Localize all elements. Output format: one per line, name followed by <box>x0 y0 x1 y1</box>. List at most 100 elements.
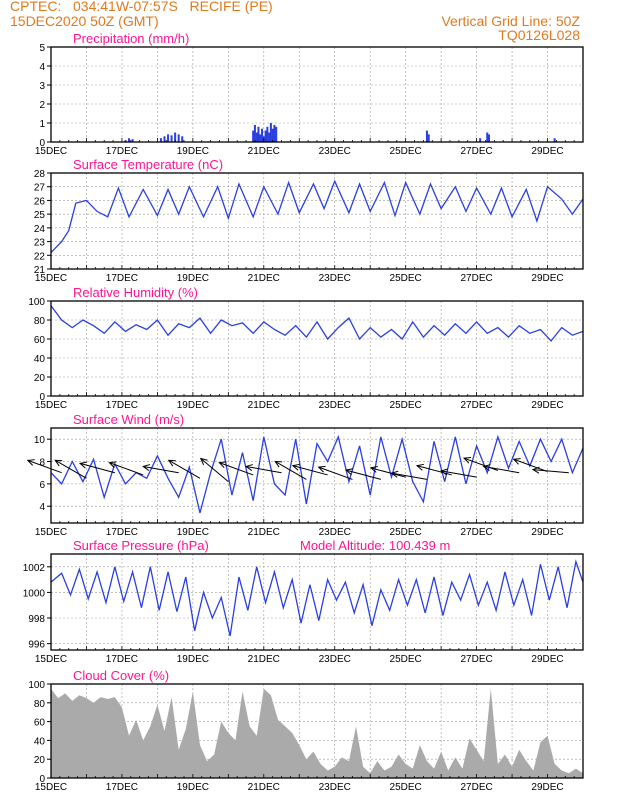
wind-arrow-head <box>369 466 378 473</box>
y-tick-label: 0 <box>39 774 45 785</box>
wind-vector <box>369 466 406 478</box>
panel-frame <box>50 427 584 524</box>
x-tick-label: 25DEC <box>390 527 422 538</box>
x-tick-label: 25DEC <box>390 273 422 284</box>
x-tick-label: 25DEC <box>390 400 422 411</box>
precip-bar <box>177 134 180 142</box>
x-tick-label: 17DEC <box>106 273 138 284</box>
wind-arrow-head <box>26 459 35 466</box>
rh-series-line <box>50 305 584 342</box>
wind-vector <box>512 458 548 473</box>
x-tick-label: 29DEC <box>531 400 563 411</box>
precip-bar <box>163 136 166 142</box>
x-tick-label: 15DEC <box>35 654 67 665</box>
x-tick-label: 27DEC <box>460 400 492 411</box>
y-tick-label: 3 <box>39 81 45 92</box>
precip-bar <box>425 130 428 142</box>
y-tick-label: 24 <box>34 224 46 235</box>
wind-vector <box>244 464 282 474</box>
precip-bar <box>167 134 170 142</box>
precip-bar <box>255 132 258 142</box>
wind-arrow-shaft <box>318 466 353 480</box>
wind-arrow-head <box>218 461 227 468</box>
x-tick-label: 15DEC <box>35 400 67 411</box>
wind-arrow-head <box>317 465 326 473</box>
wind-vector <box>108 461 144 476</box>
x-tick-label: 21DEC <box>248 527 280 538</box>
wind-vector <box>142 464 179 474</box>
x-tick-label: 29DEC <box>531 782 563 793</box>
x-tick-label: 21DEC <box>248 400 280 411</box>
y-tick-label: 1000 <box>23 588 46 599</box>
chart-wind: 4 6 8 10 15DEC 17DEC 19DEC 21DEC 23DEC 25DEC 27DEC… <box>26 412 584 538</box>
wind-vector <box>317 465 353 480</box>
wind-arrow-shaft <box>416 465 452 476</box>
x-tick-label: 19DEC <box>177 400 209 411</box>
y-tick-label: 25 <box>34 210 46 221</box>
wind-vector <box>78 461 115 474</box>
x-tick-label: 21DEC <box>248 273 280 284</box>
panel-frame <box>50 172 584 270</box>
x-tick-label: 19DEC <box>177 146 209 157</box>
x-tick-label: 17DEC <box>106 654 138 665</box>
header-model-id: TQ0126L028 <box>498 27 580 43</box>
wind-arrow-head <box>199 457 208 466</box>
wind-arrow-head <box>415 463 424 471</box>
x-tick-label: 27DEC <box>460 527 492 538</box>
wind-arrow-shaft <box>143 465 179 474</box>
y-tick-label: 60 <box>34 718 46 729</box>
wind-arrow-head <box>462 456 472 464</box>
x-tick-label: 17DEC <box>106 527 138 538</box>
x-tick-label: 29DEC <box>531 146 563 157</box>
x-tick-label: 23DEC <box>319 527 351 538</box>
x-tick-label: 23DEC <box>319 782 351 793</box>
y-tick-label: 2 <box>39 100 45 111</box>
x-tick-label: 27DEC <box>460 654 492 665</box>
precip-bar <box>269 123 272 142</box>
precip-bar <box>170 135 173 142</box>
x-tick-label: 15DEC <box>35 527 67 538</box>
wind-arrow-head <box>440 468 449 476</box>
precip-bar <box>259 134 262 142</box>
wind-arrow-shaft <box>513 458 548 473</box>
y-tick-label: 8 <box>39 458 45 469</box>
precip-title: Precipitation (mm/h) <box>73 31 189 46</box>
y-tick-label: 27 <box>34 183 46 194</box>
x-tick-label: 15DEC <box>35 146 67 157</box>
y-tick-label: 996 <box>28 640 45 651</box>
wind-arrow-shaft <box>441 470 477 478</box>
chart-rh: 0 20 40 60 80 100 15DEC 17DEC 19DEC 21DEC 23DEC 25D… <box>28 285 584 411</box>
precip-bar <box>181 136 184 142</box>
y-tick-label: 23 <box>34 238 46 249</box>
panel-frame <box>50 46 584 143</box>
wind-vector <box>344 468 381 480</box>
x-tick-label: 17DEC <box>106 782 138 793</box>
y-tick-label: 0 <box>39 138 45 149</box>
precip-bar <box>174 132 177 142</box>
wind-arrow-shaft <box>274 460 307 480</box>
chart-precip: 0 1 2 3 4 5 15DEC 17DEC 19DEC 21DEC 23DEC 25DEC 27DE… <box>35 31 584 157</box>
y-tick-label: 28 <box>34 169 46 180</box>
precip-bar <box>252 130 255 142</box>
x-tick-label: 29DEC <box>531 273 563 284</box>
precip-bar <box>261 128 264 142</box>
wind-arrow-head <box>108 461 117 468</box>
wind-arrow-shaft <box>463 457 499 471</box>
wind-arrow-shaft <box>219 462 254 476</box>
wind-vector <box>531 466 569 474</box>
precip-bar <box>124 140 127 142</box>
wind-vector <box>415 463 452 476</box>
press-series-line <box>50 559 584 637</box>
wind-arrow-shaft <box>391 472 428 480</box>
precip-bar <box>266 126 269 142</box>
y-tick-label: 998 <box>28 614 45 625</box>
model-altitude-label: Model Altitude: 100.439 m <box>300 538 450 553</box>
x-tick-label: 19DEC <box>177 273 209 284</box>
precip-bar <box>159 138 162 142</box>
y-tick-label: 5 <box>39 43 45 54</box>
wind-vector <box>291 463 328 476</box>
x-tick-label: 17DEC <box>106 400 138 411</box>
y-tick-label: 10 <box>34 435 46 446</box>
x-tick-label: 15DEC <box>35 782 67 793</box>
wind-arrow-shaft <box>370 467 406 478</box>
